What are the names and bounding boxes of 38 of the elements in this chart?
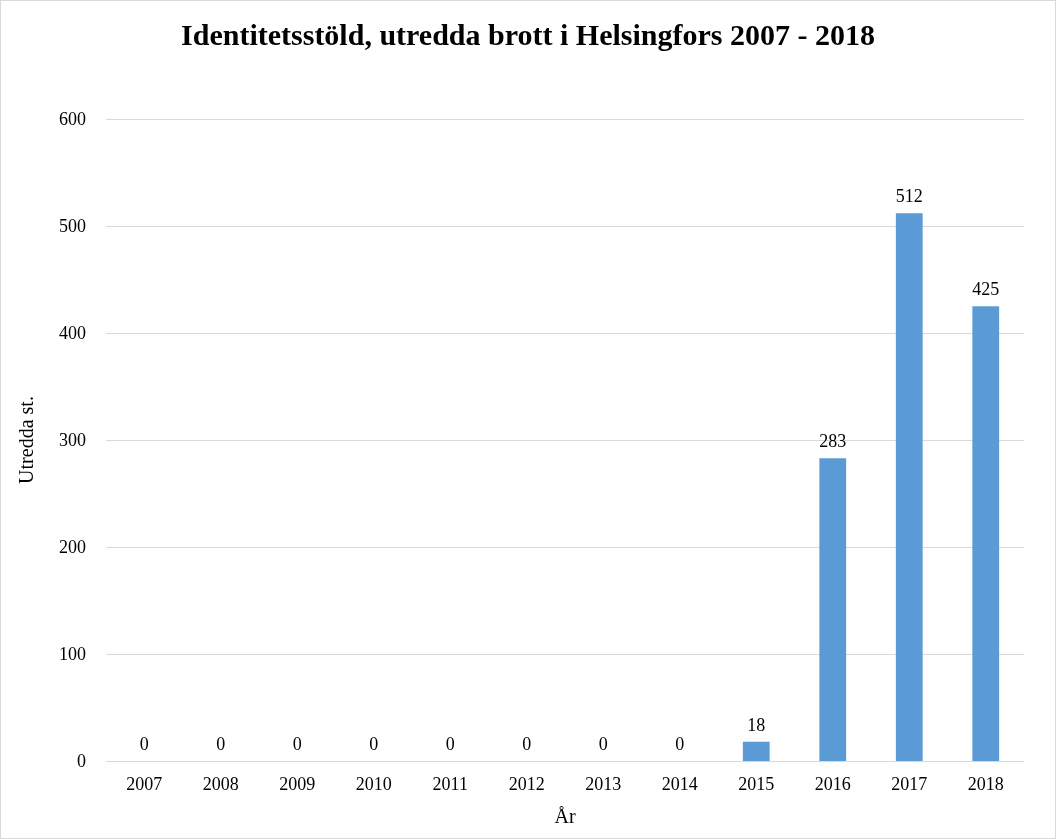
x-tick-label: 2017: [891, 774, 928, 794]
data-label: 0: [292, 734, 302, 754]
y-axis-title: Utredda st.: [15, 396, 37, 484]
bar: [972, 306, 1000, 761]
x-tick-label: 2015: [738, 774, 775, 794]
x-tick-label: 2007: [126, 774, 163, 794]
data-label: 0: [369, 734, 379, 754]
x-tick-label: 2016: [814, 774, 851, 794]
data-label: 0: [675, 734, 685, 754]
data-label: 0: [216, 734, 226, 754]
data-label: 283: [819, 431, 847, 452]
y-tick-label: 500: [59, 216, 86, 236]
x-tick-label: 2013: [585, 774, 622, 794]
y-tick-label: 300: [59, 430, 86, 450]
y-tick-label: 400: [59, 323, 86, 343]
chart-title: Identitetsstöld, utredda brott i Helsingfors 2007 - 2018: [181, 17, 875, 51]
y-tick-label: 200: [59, 537, 86, 557]
data-label: 512: [895, 186, 923, 207]
data-label: 18: [747, 714, 766, 735]
x-tick-label: 2014: [661, 774, 698, 794]
y-tick-label: 100: [59, 644, 86, 664]
y-tick-label: 600: [59, 109, 86, 129]
x-tick-label: 2010: [355, 774, 392, 794]
x-tick-label: 2009: [279, 774, 316, 794]
data-label: 0: [522, 734, 532, 754]
data-label: 425: [972, 279, 1000, 300]
data-label: 0: [139, 734, 149, 754]
bar: [819, 458, 847, 761]
x-tick-label: 2018: [967, 774, 1004, 794]
data-label: 0: [445, 734, 455, 754]
bar: [895, 213, 923, 761]
data-label: 0: [598, 734, 608, 754]
x-tick-label: 2008: [202, 774, 239, 794]
y-tick-label: 0: [77, 751, 86, 771]
bar: [742, 741, 770, 761]
x-tick-label: 2011: [432, 774, 468, 794]
x-tick-label: 2012: [508, 774, 545, 794]
x-axis-title: År: [554, 805, 576, 827]
